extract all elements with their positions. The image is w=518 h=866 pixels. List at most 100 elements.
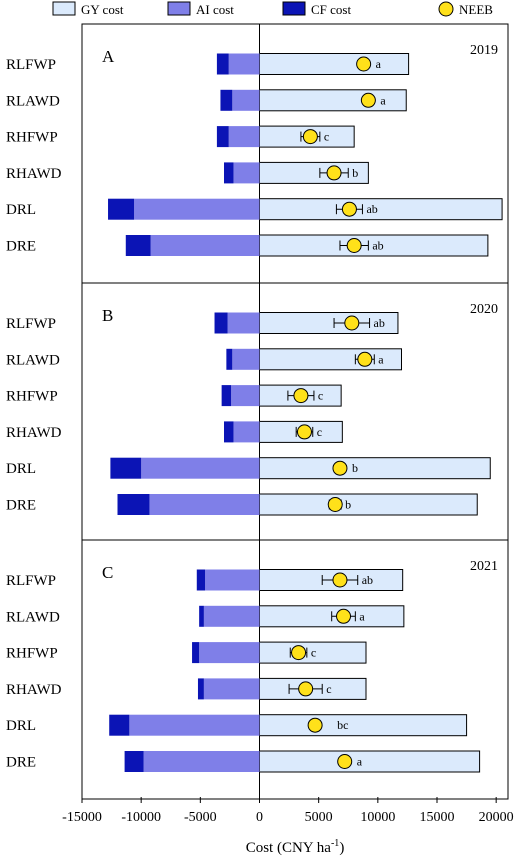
significance-label: a (357, 755, 363, 769)
panel-year: 2021 (470, 559, 498, 574)
legend-swatch-2 (282, 1, 306, 16)
significance-label: c (318, 389, 323, 403)
category-label: DRL (6, 461, 36, 477)
significance-label: c (326, 682, 331, 696)
significance-label: ab (374, 316, 385, 330)
bar-cf-cost (110, 457, 142, 479)
x-tick-label: 10000 (360, 810, 395, 825)
bar-cf-cost (224, 421, 234, 443)
bar-ai-cost (228, 53, 260, 75)
bar-ai-cost (233, 162, 260, 184)
legend-label: AI cost (196, 2, 234, 17)
category-label: DRE (6, 498, 36, 514)
bar-ai-cost (231, 385, 260, 407)
bar-ai-cost (143, 751, 260, 772)
neeb-point (357, 351, 373, 367)
neeb-point (360, 92, 376, 108)
x-tick-label: 15000 (420, 810, 455, 825)
significance-label: b (352, 461, 358, 475)
bar-ai-cost (149, 494, 260, 515)
bar-ai-cost (141, 457, 260, 479)
category-label: RLAWD (6, 609, 60, 625)
bar-cf-cost (226, 348, 233, 370)
legend-swatch-1 (167, 1, 191, 16)
neeb-point (327, 497, 343, 512)
bar-ai-cost (228, 126, 260, 148)
category-label: RLAWD (6, 93, 60, 109)
category-label: RHFWP (6, 646, 58, 662)
legend-swatch-0 (52, 1, 76, 16)
neeb-point (291, 645, 307, 661)
category-label: DRE (6, 755, 36, 771)
neeb-point (344, 315, 360, 331)
bar-gy-cost (259, 53, 410, 75)
bar-cf-cost (220, 89, 233, 111)
neeb-point (341, 201, 357, 217)
category-label: RLFWP (6, 573, 56, 589)
x-tick-label: -5000 (184, 810, 217, 825)
x-tick-label: -15000 (62, 810, 102, 825)
neeb-point (298, 681, 314, 697)
category-label: DRL (6, 202, 36, 218)
bar-ai-cost (203, 678, 260, 700)
legend-label: CF cost (311, 2, 351, 17)
bar-cf-cost (196, 569, 206, 591)
bar-gy-cost (259, 457, 491, 480)
x-axis-title-close: ) (339, 840, 344, 856)
significance-label: ab (366, 202, 377, 216)
bar-cf-cost (221, 385, 232, 407)
bar-cf-cost (125, 235, 151, 256)
significance-label: ab (372, 239, 383, 253)
category-label: RHAWD (6, 425, 62, 441)
neeb-point (307, 717, 323, 733)
x-tick-label: 5000 (305, 810, 333, 825)
bar-cf-cost (216, 53, 229, 75)
category-label: RLFWP (6, 316, 56, 332)
bar-cf-cost (192, 642, 200, 664)
category-label: DRE (6, 239, 36, 255)
significance-label: a (380, 93, 386, 107)
legend-label: NEEB (459, 2, 493, 17)
x-axis-title-main: Cost (CNY ha (246, 840, 332, 856)
significance-label: bc (337, 718, 348, 732)
bar-cf-cost (108, 198, 135, 220)
legend-label: GY cost (81, 2, 124, 17)
panel-letter: B (102, 306, 113, 325)
bar-cf-cost (216, 126, 229, 148)
neeb-point (346, 238, 362, 253)
significance-label: a (359, 609, 365, 623)
neeb-point (332, 572, 348, 588)
category-label: RHFWP (6, 389, 58, 405)
neeb-point (332, 460, 348, 476)
bar-gy-cost (259, 714, 468, 737)
neeb-point (337, 754, 353, 769)
bar-ai-cost (134, 198, 260, 220)
bar-ai-cost (205, 569, 260, 591)
neeb-point (356, 56, 372, 72)
bar-cf-cost (214, 312, 228, 334)
bar-gy-cost (259, 493, 478, 516)
bar-cf-cost (199, 605, 204, 627)
panel-year: 2019 (470, 43, 498, 58)
bar-ai-cost (203, 605, 260, 627)
bar-ai-cost (199, 642, 260, 664)
neeb-point (296, 424, 312, 440)
significance-label: ab (362, 573, 373, 587)
neeb-point (293, 388, 309, 404)
x-tick-label: 20000 (479, 810, 514, 825)
significance-label: b (345, 498, 351, 512)
category-label: RHAWD (6, 682, 62, 698)
bar-cf-cost (224, 162, 234, 184)
bar-cf-cost (197, 678, 204, 700)
x-axis-title: Cost (CNY ha-1) (246, 838, 345, 856)
category-label: RLFWP (6, 57, 56, 73)
significance-label: a (376, 57, 382, 71)
bar-ai-cost (129, 714, 260, 736)
x-tick-label: 0 (256, 810, 263, 825)
neeb-point (302, 129, 318, 145)
bar-gy-cost (259, 750, 481, 773)
legend-swatch-neeb (438, 1, 454, 17)
significance-label: c (324, 130, 329, 144)
significance-label: c (317, 425, 322, 439)
